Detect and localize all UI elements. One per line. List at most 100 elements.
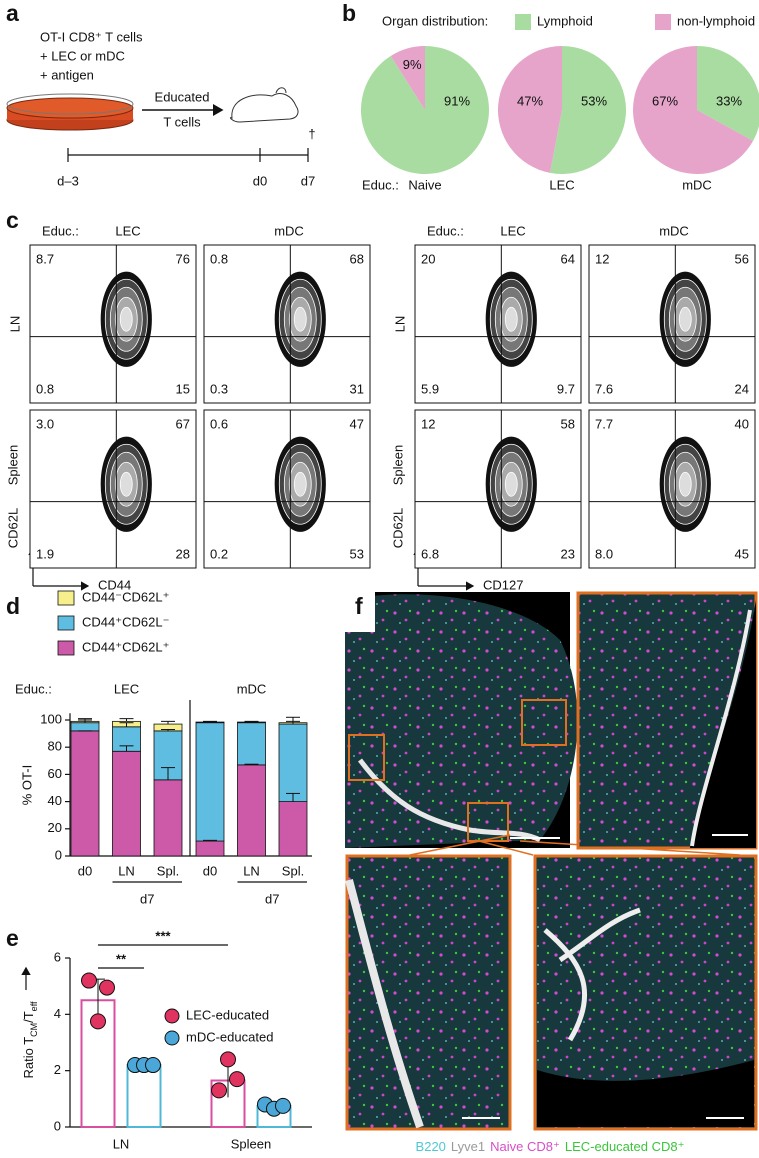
quadrant-value: 28 xyxy=(176,546,190,561)
flow-plot: 20 64 5.9 9.7 xyxy=(414,244,582,404)
bar-segment xyxy=(153,779,183,857)
quadrant-value: 76 xyxy=(176,251,190,266)
group-name: mDC xyxy=(237,681,267,696)
error-bar xyxy=(161,729,175,731)
row-label: LN xyxy=(392,316,407,333)
row-label: Spleen xyxy=(5,445,20,485)
quadrant-value: 67 xyxy=(176,416,190,431)
group-label: Educ.: xyxy=(15,681,52,696)
significance-label: *** xyxy=(155,928,171,943)
caption-word: Lyve1 xyxy=(451,1139,485,1154)
quadrant-value: 64 xyxy=(561,251,575,266)
arrow-label: T cells xyxy=(163,114,201,129)
quadrant-value: 56 xyxy=(735,251,749,266)
quadrant-value: 47 xyxy=(350,416,364,431)
culture-text: + antigen xyxy=(40,67,94,82)
y-axis-label: CD62L xyxy=(390,508,405,548)
inset-box xyxy=(521,699,567,746)
pie-label: 53% xyxy=(581,93,607,108)
error-bar xyxy=(78,718,92,722)
data-point xyxy=(229,1071,245,1088)
quadrant-value: 31 xyxy=(350,381,364,396)
caption-word: Naive CD8⁺ xyxy=(490,1139,560,1154)
quadrant-value: 12 xyxy=(595,251,609,266)
pie-label: 9% xyxy=(403,57,422,72)
y-tick-label: 6 xyxy=(54,949,61,964)
bar-segment xyxy=(237,764,266,857)
y-axis-label: % OT-I xyxy=(19,765,34,805)
quadrant-value: 9.7 xyxy=(557,381,575,396)
dish-lid xyxy=(6,93,134,115)
quadrant-value: 8.7 xyxy=(36,251,54,266)
quadrant-value: 7.7 xyxy=(595,416,613,431)
row-label: Spleen xyxy=(390,445,405,485)
quadrant-value: 23 xyxy=(561,546,575,561)
pie-label: 91% xyxy=(444,93,470,108)
pie-slice xyxy=(390,46,425,110)
pie-slice xyxy=(633,46,754,174)
image-tissue xyxy=(345,594,578,848)
error-bar xyxy=(119,722,134,727)
y-tick-label: 2 xyxy=(54,1062,61,1077)
group-name: LEC xyxy=(114,681,139,696)
data-point xyxy=(145,1057,161,1074)
flow-plot: 8.7 76 0.8 15 xyxy=(29,244,197,404)
panel-label: b xyxy=(342,0,356,26)
quadrant-value: 5.9 xyxy=(421,381,439,396)
pie-label: 67% xyxy=(652,93,678,108)
inset-link xyxy=(474,839,534,856)
pie-label: 47% xyxy=(517,93,543,108)
bracket-label: d7 xyxy=(140,891,154,906)
panel-label: e xyxy=(6,925,19,951)
flow-plot: 7.7 40 8.0 45 xyxy=(588,409,756,569)
flow-plot: 12 56 7.6 24 xyxy=(588,244,756,404)
image-caption: B220 Lyve1 Naive CD8⁺ LEC-educated CD8⁺ xyxy=(416,1139,685,1154)
pie-slice xyxy=(550,46,626,174)
x-tick-label: LN xyxy=(243,863,260,878)
y-axis-label-part: /T xyxy=(21,1011,36,1023)
y-tick-label: 100 xyxy=(40,711,62,726)
quadrant-value: 0.8 xyxy=(36,381,54,396)
quadrant-value: 7.6 xyxy=(595,381,613,396)
legend-swatch xyxy=(57,590,75,606)
error-bar xyxy=(286,792,300,802)
pie-slice xyxy=(498,46,562,173)
row-label: LN xyxy=(7,316,22,333)
timeline-label: d0 xyxy=(253,173,267,188)
y-axis-label-part: CM xyxy=(29,1023,39,1037)
x-tick-label: Spleen xyxy=(231,1136,271,1151)
culture-text: OT-I CD8⁺ T cells xyxy=(40,29,143,44)
image-vessel xyxy=(690,609,752,847)
significance-label: ** xyxy=(116,951,127,966)
quadrant-value: 53 xyxy=(350,546,364,561)
legend-label: CD44⁺CD62L⁺ xyxy=(82,639,169,654)
quadrant-value: 8.0 xyxy=(595,546,613,561)
image-vessel xyxy=(345,878,424,1129)
error-bar xyxy=(119,718,134,722)
bar xyxy=(126,1064,162,1128)
legend-label: CD44⁺CD62L⁻ xyxy=(82,614,169,629)
bar-segment xyxy=(237,722,266,766)
microscopy: f B220 Lyve1 Naive CD8⁺ LEC-educated CD8⁺ xyxy=(345,591,758,1154)
image-edge xyxy=(537,1060,754,1127)
bar-segment xyxy=(112,750,141,857)
image-vessel xyxy=(543,907,641,1042)
quadrant-value: 6.8 xyxy=(421,546,439,561)
legend-swatch xyxy=(57,615,75,631)
y-axis-label-part: eff xyxy=(29,1001,39,1011)
label-bg xyxy=(345,592,375,632)
bracket-label: d7 xyxy=(265,891,279,906)
density-contour xyxy=(119,306,133,332)
data-point xyxy=(275,1097,291,1114)
x-tick-label: LN xyxy=(118,863,135,878)
schematic: OT-I CD8⁺ T cells + LEC or mDC + antigen… xyxy=(6,29,316,188)
y-tick-label: 0 xyxy=(54,1118,61,1133)
bar-segment xyxy=(70,730,100,857)
error-bar xyxy=(286,716,300,723)
quadrant-value: 58 xyxy=(561,416,575,431)
inset-link xyxy=(409,834,511,856)
legend-swatch xyxy=(515,14,531,30)
x-tick-label: d0 xyxy=(78,863,92,878)
panel-label: d xyxy=(6,593,20,619)
density-contour xyxy=(293,471,307,497)
